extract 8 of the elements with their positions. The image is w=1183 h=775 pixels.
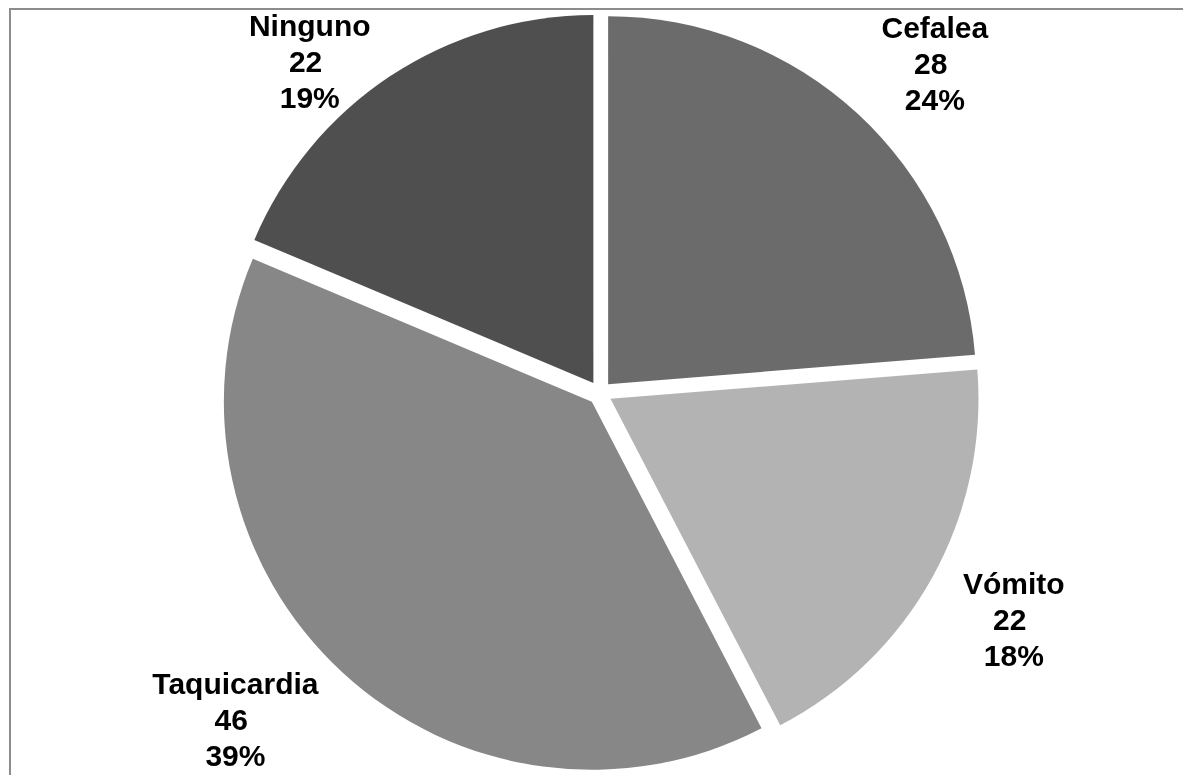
- data-label: 22 19%: [279, 44, 340, 113]
- data-label: 28 24%: [904, 46, 965, 116]
- data-label: 46 39%: [205, 702, 266, 771]
- data-label: 22 18%: [983, 602, 1044, 672]
- slice-label: Ninguno: [248, 8, 371, 41]
- slice-label: Vómito: [963, 566, 1065, 600]
- slice-label: Cefalea: [881, 10, 989, 44]
- slice-label: Taquicardia: [152, 666, 319, 699]
